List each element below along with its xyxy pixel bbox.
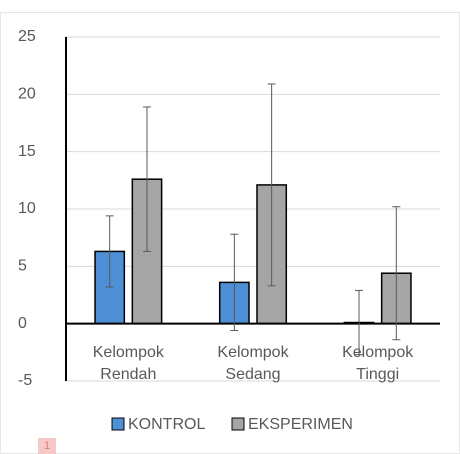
legend-swatch — [231, 417, 245, 431]
y-tick-label: 25 — [18, 28, 36, 45]
y-tick-label: -5 — [18, 372, 32, 389]
legend-label: KONTROL — [128, 416, 205, 433]
chart-border — [0, 12, 460, 454]
x-tick-label: Kelompok Sedang — [217, 344, 289, 383]
y-tick-label: 10 — [18, 200, 36, 217]
y-tick-label: 5 — [18, 258, 27, 275]
legend-swatch — [111, 417, 125, 431]
annotation: 1 — [38, 438, 56, 454]
y-tick-label: 0 — [18, 315, 27, 332]
x-tick-label: Kelompok Rendah — [92, 344, 164, 383]
y-tick-label: 15 — [18, 143, 36, 160]
y-tick-label: 20 — [18, 86, 36, 103]
legend-label: EKSPERIMEN — [248, 416, 353, 433]
x-tick-label: Kelompok Tinggi — [342, 344, 414, 383]
